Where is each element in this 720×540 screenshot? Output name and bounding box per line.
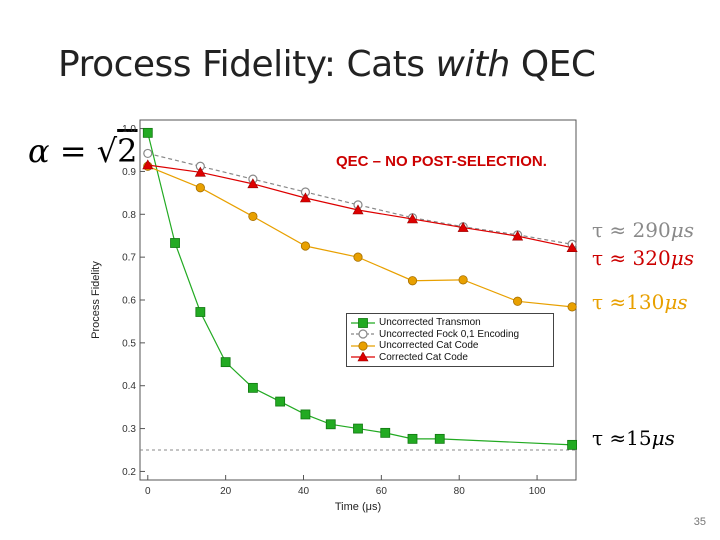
legend-swatch-fock xyxy=(351,329,375,339)
tau-transmon-label: τ ≈15μs xyxy=(592,426,675,450)
y-tick-label-6: 0.8 xyxy=(122,210,136,221)
point-transmon-3 xyxy=(220,357,231,368)
point-corrected-7 xyxy=(512,230,524,241)
x-tick-label-0: 0 xyxy=(145,486,151,497)
point-transmon-8 xyxy=(353,423,363,434)
legend-label: Corrected Cat Code xyxy=(379,351,468,363)
legend-item-uncorrected: Uncorrected Cat Code xyxy=(351,340,549,352)
legend-label: Uncorrected Transmon xyxy=(379,317,481,329)
series-line-fock xyxy=(147,152,573,245)
point-uncorrected-7 xyxy=(513,296,523,306)
legend-marker-corrected xyxy=(357,352,369,362)
series-line-uncorrected xyxy=(147,165,573,308)
legend-label: Uncorrected Fock 0,1 Encoding xyxy=(379,328,520,340)
series-uncorrected xyxy=(143,161,577,312)
point-transmon-4 xyxy=(247,382,258,393)
legend-swatch-transmon xyxy=(351,317,375,328)
point-transmon-10 xyxy=(407,433,418,444)
x-tick-label-2: 40 xyxy=(298,486,310,497)
legend-marker-uncorrected xyxy=(358,341,368,351)
y-tick-label-0: 0.2 xyxy=(122,467,136,478)
legend-marker-fock xyxy=(358,329,368,339)
legend-marker-transmon xyxy=(358,317,368,328)
point-corrected-8 xyxy=(566,242,578,253)
y-tick-label-5: 0.7 xyxy=(122,253,136,264)
point-uncorrected-3 xyxy=(300,241,311,251)
point-corrected-0 xyxy=(142,159,154,170)
point-transmon-0 xyxy=(142,127,153,138)
series-transmon xyxy=(142,127,578,450)
point-transmon-11 xyxy=(434,433,445,444)
y-tick-label-2: 0.4 xyxy=(122,381,136,392)
x-tick-label-4: 80 xyxy=(454,486,466,497)
x-tick-label-1: 20 xyxy=(220,486,232,497)
point-transmon-2 xyxy=(195,307,206,317)
point-uncorrected-8 xyxy=(567,302,577,312)
series-line-transmon xyxy=(147,132,573,446)
point-uncorrected-4 xyxy=(353,252,363,262)
tau-corrected-label: τ ≈ 320μs xyxy=(592,246,694,270)
y-tick-label-7: 0.9 xyxy=(122,167,136,178)
point-uncorrected-6 xyxy=(458,275,468,285)
point-transmon-9 xyxy=(380,427,391,438)
legend-item-transmon: Uncorrected Transmon xyxy=(351,317,549,329)
slide-title: Process Fidelity: Cats with QEC xyxy=(58,44,596,85)
point-uncorrected-5 xyxy=(407,276,418,286)
page-number: 35 xyxy=(693,516,706,528)
point-transmon-12 xyxy=(567,439,578,450)
tau-uncorrected-label: τ ≈130μs xyxy=(592,290,688,314)
legend-item-fock: Uncorrected Fock 0,1 Encoding xyxy=(351,329,549,341)
y-tick-label-3: 0.5 xyxy=(122,338,136,349)
point-corrected-3 xyxy=(299,192,311,203)
point-corrected-4 xyxy=(352,204,364,215)
point-corrected-5 xyxy=(406,213,419,224)
point-fock-0 xyxy=(143,148,153,159)
legend-item-corrected: Corrected Cat Code xyxy=(351,352,549,364)
point-corrected-6 xyxy=(457,221,469,232)
legend-label: Uncorrected Cat Code xyxy=(379,340,479,352)
point-corrected-2 xyxy=(247,178,259,189)
chart-legend: Uncorrected Transmon Uncorrected Fock 0,… xyxy=(346,313,554,367)
x-tick-label-5: 100 xyxy=(529,486,546,497)
point-uncorrected-1 xyxy=(195,183,205,193)
point-transmon-5 xyxy=(275,396,286,407)
tau-fock-label: τ ≈ 290μs xyxy=(592,218,694,242)
alpha-equation: α = √2 xyxy=(28,132,138,170)
y-axis-label: Process Fidelity xyxy=(90,261,102,339)
point-corrected-1 xyxy=(194,166,206,177)
x-axis-label: Time (μs) xyxy=(335,501,381,513)
point-transmon-1 xyxy=(170,238,180,248)
y-tick-label-8: 1.0 xyxy=(122,124,136,135)
x-tick-label-3: 60 xyxy=(376,486,388,497)
point-transmon-6 xyxy=(300,409,311,420)
y-tick-label-4: 0.6 xyxy=(122,296,136,307)
y-tick-label-1: 0.3 xyxy=(122,424,136,435)
legend-swatch-corrected xyxy=(351,352,375,362)
series-corrected xyxy=(142,159,578,253)
qec-note: QEC – NO POST-SELECTION. xyxy=(336,153,547,170)
point-transmon-7 xyxy=(325,419,336,430)
point-uncorrected-2 xyxy=(248,211,258,222)
legend-swatch-uncorrected xyxy=(351,341,375,351)
